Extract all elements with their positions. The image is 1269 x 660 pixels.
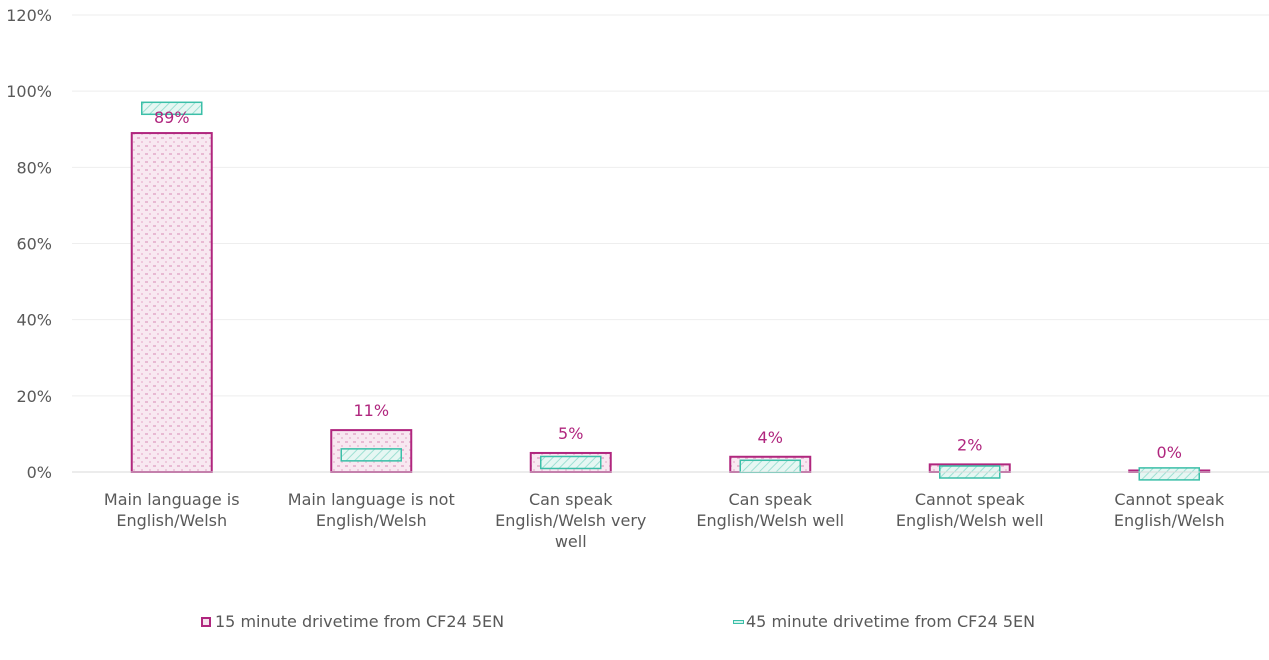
category-label-line: Cannot speak <box>1114 490 1225 509</box>
category-label: Can speak English/Welsh very well <box>495 490 646 551</box>
category-label-line: English/Welsh <box>1114 511 1225 530</box>
category-label-line: English/Welsh <box>116 511 227 530</box>
category-label-line: Can speak <box>728 490 812 509</box>
category-label: Cannot speak English/Welsh well <box>896 490 1044 530</box>
legend-swatch-45-minute <box>733 619 744 624</box>
marker-45-minute <box>540 455 602 470</box>
y-tick-label: 80% <box>16 158 52 177</box>
data-label: 0% <box>1157 443 1182 462</box>
data-label: 11% <box>353 401 389 420</box>
marker-45-minute <box>340 448 402 462</box>
data-label: 5% <box>558 424 583 443</box>
category-label-line: Cannot speak <box>915 490 1026 509</box>
bar-15-minute <box>130 132 213 474</box>
category-label-line: English/Welsh well <box>896 511 1044 530</box>
data-label: 4% <box>758 428 783 447</box>
category-label-line: English/Welsh very <box>495 511 646 530</box>
y-tick-label: 120% <box>6 6 52 25</box>
gridlines <box>72 14 1269 397</box>
y-tick-label: 40% <box>16 311 52 330</box>
legend-swatch-15-minute <box>201 616 211 627</box>
series-45-minute <box>141 101 1200 481</box>
legend-label-15-minute: 15 minute drivetime from CF24 5EN <box>215 612 505 631</box>
y-axis-ticks: 0% 20% 40% 60% 80% 100% 120% <box>6 6 52 482</box>
legend-item-15-minute: 15 minute drivetime from CF24 5EN <box>201 612 504 631</box>
category-label: Can speak English/Welsh well <box>696 490 844 530</box>
series-15-minute <box>130 132 1211 474</box>
category-label-line: Main language is <box>104 490 240 509</box>
data-labels: 89% 11% 5% 4% 2% 0% <box>154 108 1182 462</box>
marker-45-minute <box>739 459 801 474</box>
category-label-line: Main language is not <box>288 490 455 509</box>
category-label-line: English/Welsh well <box>696 511 844 530</box>
y-tick-label: 0% <box>27 463 52 482</box>
data-label: 89% <box>154 108 190 127</box>
legend-item-45-minute: 45 minute drivetime from CF24 5EN <box>733 612 1035 631</box>
legend-label-45-minute: 45 minute drivetime from CF24 5EN <box>746 612 1036 631</box>
marker-45-minute <box>141 101 203 116</box>
category-label: Main language is not English/Welsh <box>288 490 455 530</box>
bar-chart: 0% 20% 40% 60% 80% 100% 120% 89% 11% 5% 4% 2% 0% Ma… <box>6 6 1269 551</box>
y-tick-label: 100% <box>6 82 52 101</box>
y-tick-label: 20% <box>16 387 52 406</box>
data-label: 2% <box>957 435 982 454</box>
marker-45-minute <box>1138 467 1200 481</box>
category-label-line: Can speak <box>529 490 613 509</box>
category-label-line: English/Welsh <box>316 511 427 530</box>
category-label: Cannot speak English/Welsh <box>1114 490 1225 530</box>
category-label-line: well <box>555 532 587 551</box>
y-tick-label: 60% <box>16 235 52 254</box>
category-label: Main language is English/Welsh <box>104 490 240 530</box>
